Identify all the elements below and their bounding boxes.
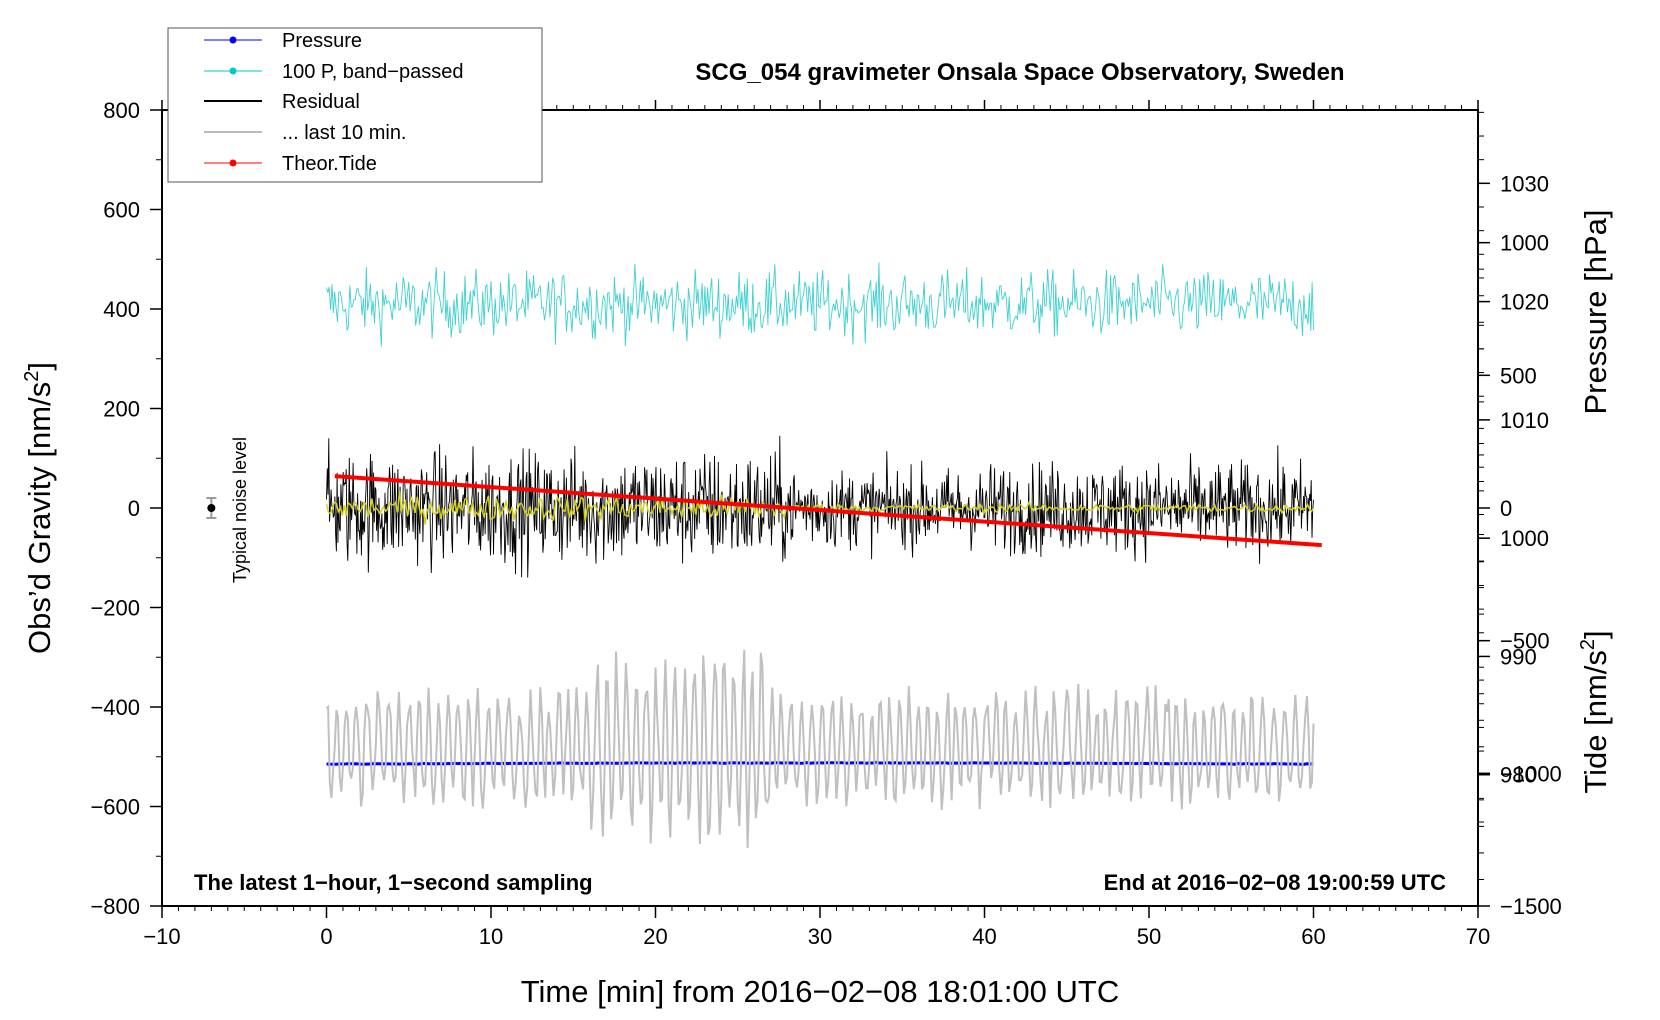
x-tick-label: −10: [143, 924, 180, 949]
legend-entry-last10: ... last 10 min.: [204, 122, 407, 144]
y-axis-title-superscript: 2: [21, 371, 43, 382]
x-axis-title: Time [min] from 2016−02−08 18:01:00 UTC: [521, 974, 1120, 1009]
y-axis-title: Obs’d Gravity [nm/s2]: [21, 362, 57, 654]
y-tick-label: −200: [90, 596, 140, 621]
y-tick-label: 400: [103, 297, 140, 322]
y-tick-label: 600: [103, 198, 140, 223]
legend-entry-residual: Residual: [204, 91, 360, 113]
x-tick-label: 20: [643, 924, 667, 949]
pressure-tick-label: 990: [1500, 644, 1537, 669]
pressure-tick-label: 1000: [1500, 526, 1549, 551]
pressure-tick-label: 980: [1500, 763, 1537, 788]
pressure-tick-label: 1010: [1500, 408, 1549, 433]
legend-entry-bandpassed: 100 P, band−passed: [204, 61, 463, 83]
x-tick-label: 50: [1137, 924, 1161, 949]
tide-tick-label: 500: [1500, 363, 1537, 388]
legend-label-bandpassed: 100 P, band−passed: [282, 61, 463, 83]
chart-title: SCG_054 gravimeter Onsala Space Observat…: [695, 59, 1344, 86]
y-tick-label: 800: [103, 98, 140, 123]
legend-box: [167, 27, 543, 183]
legend-entry-pressure: Pressure: [204, 30, 362, 52]
series-tide-line: [334, 474, 1322, 548]
annotation-sampling: The latest 1−hour, 1−second sampling: [194, 870, 593, 895]
legend-marker-pressure: [229, 36, 237, 44]
tide-tick-label: −1500: [1500, 894, 1562, 919]
ticks-layer: −10 0 10 20 30 40 50 60 708006004002000−200−400−…: [90, 98, 1561, 949]
noise-level-label: Typical noise level: [230, 437, 250, 583]
series-last10-line: [325, 649, 1315, 848]
y-axis-title-text: Obs’d Gravity [nm/s: [22, 382, 57, 654]
annotation-end-time: End at 2016−02−08 19:00:59 UTC: [1104, 870, 1447, 895]
legend: Pressure 100 P, band−passed Residual ...…: [167, 27, 543, 183]
tide-tick-label: −500: [1500, 629, 1550, 654]
y-tick-label: −400: [90, 695, 140, 720]
y-tick-label: 200: [103, 397, 140, 422]
tide-tick-label: −1000: [1500, 761, 1562, 786]
pressure-tick-label: 1020: [1500, 290, 1549, 315]
series-layer: [325, 262, 1322, 848]
x-tick-label: 70: [1466, 924, 1490, 949]
x-tick-label: 40: [972, 924, 996, 949]
legend-label-tide: Theor.Tide: [282, 153, 377, 175]
tide-axis-title-superscript: 2: [1577, 639, 1599, 650]
series-bandpassed-line: [326, 262, 1314, 347]
tide-tick-label: 1000: [1500, 231, 1549, 256]
y-tick-label: −600: [90, 795, 140, 820]
legend-marker-bandpassed: [229, 67, 237, 75]
x-tick-label: 30: [808, 924, 832, 949]
legend-label-residual: Residual: [282, 91, 360, 113]
x-tick-label: 10: [479, 924, 503, 949]
y-axis-title-suffix: ]: [22, 362, 57, 371]
tide-axis-title-suffix: ]: [1578, 630, 1613, 639]
tide-tick-label: 0: [1500, 496, 1512, 521]
y-tick-label: −800: [90, 894, 140, 919]
pressure-axis-title: Pressure [hPa]: [1578, 209, 1613, 414]
series-residual-line: [326, 435, 1314, 578]
x-tick-label: 60: [1301, 924, 1325, 949]
tide-axis-title: Tide [nm/s2]: [1577, 630, 1613, 793]
noise-point: [207, 504, 216, 512]
legend-entry-tide: Theor.Tide: [204, 153, 377, 175]
x-tick-label: 0: [320, 924, 332, 949]
y-tick-label: 0: [128, 496, 140, 521]
legend-label-pressure: Pressure: [282, 30, 362, 52]
noise-level-marker: [206, 497, 217, 519]
tide-axis-title-text: Tide [nm/s: [1578, 650, 1613, 794]
legend-label-last10: ... last 10 min.: [282, 122, 407, 144]
legend-marker-tide: [229, 159, 237, 167]
pressure-tick-label: 1030: [1500, 171, 1549, 196]
